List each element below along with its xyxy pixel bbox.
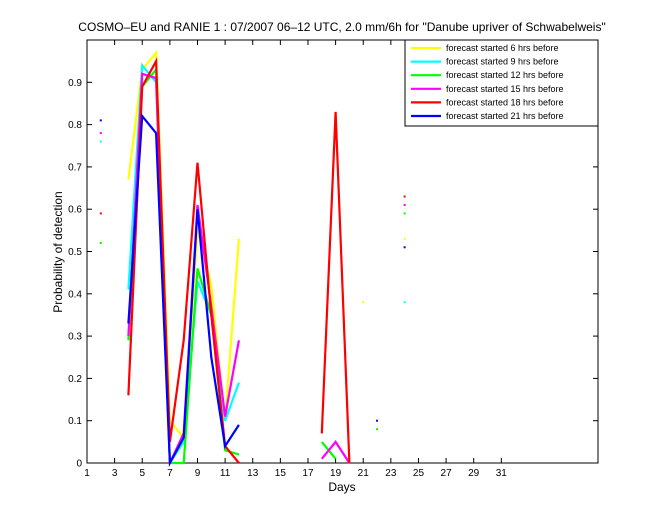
data-point bbox=[99, 119, 102, 122]
series-line bbox=[320, 440, 351, 464]
x-tick-label: 27 bbox=[441, 468, 453, 479]
data-point bbox=[403, 237, 406, 240]
series-line bbox=[127, 57, 240, 464]
data-point bbox=[362, 301, 365, 304]
x-tick-label: 7 bbox=[167, 468, 173, 479]
data-point bbox=[403, 246, 406, 249]
y-tick-label: 0.4 bbox=[68, 289, 82, 300]
y-axis-label: Probability of detection bbox=[51, 191, 65, 312]
x-tick-label: 1 bbox=[84, 468, 90, 479]
x-tick-label: 21 bbox=[358, 468, 370, 479]
series-6 bbox=[99, 113, 406, 468]
x-axis-label: Days bbox=[328, 480, 355, 494]
data-point bbox=[403, 203, 406, 206]
x-tick-label: 23 bbox=[385, 468, 397, 479]
y-tick-label: 0.1 bbox=[68, 416, 82, 427]
chart-title: COSMO–EU and RANIE 1 : 07/2007 06–12 UTC… bbox=[78, 20, 605, 34]
x-tick-label: 19 bbox=[330, 468, 342, 479]
y-tick-label: 0.2 bbox=[68, 374, 82, 385]
y-tick-label: 0.6 bbox=[68, 205, 82, 216]
series-line bbox=[320, 111, 351, 464]
series-5 bbox=[99, 57, 406, 464]
x-tick-label: 5 bbox=[139, 468, 145, 479]
legend-label: forecast started 6 hrs before bbox=[446, 43, 559, 53]
series-line bbox=[127, 113, 240, 468]
axis-ticks: 1 3 5 7 9 11 13 15 17 19 21 23 25 27 29 3100.10.20.30.4… bbox=[68, 40, 598, 479]
data-point bbox=[403, 195, 406, 198]
legend: forecast started 6 hrs before forecast st… bbox=[404, 39, 599, 127]
x-tick-label: 11 bbox=[220, 468, 231, 479]
data-point bbox=[403, 301, 406, 304]
y-tick-label: 0.5 bbox=[68, 247, 82, 258]
y-tick-label: 0.9 bbox=[68, 78, 82, 89]
data-point bbox=[403, 212, 406, 215]
legend-box bbox=[404, 39, 599, 127]
x-tick-label: 17 bbox=[302, 468, 314, 479]
data-point bbox=[99, 132, 102, 135]
x-tick-label: 25 bbox=[413, 468, 425, 479]
legend-label: forecast started 15 hrs before bbox=[446, 84, 564, 94]
legend-label: forecast started 12 hrs before bbox=[446, 70, 564, 80]
data-point bbox=[376, 419, 379, 422]
series-layer bbox=[99, 49, 475, 468]
data-point bbox=[99, 242, 102, 245]
y-tick-label: 0.7 bbox=[68, 162, 82, 173]
data-point bbox=[99, 140, 102, 143]
data-point bbox=[376, 428, 379, 431]
x-tick-label: 15 bbox=[275, 468, 287, 479]
legend-label: forecast started 21 hrs before bbox=[446, 111, 564, 121]
y-tick-label: 0.3 bbox=[68, 332, 82, 343]
x-tick-label: 3 bbox=[112, 468, 118, 479]
x-tick-label: 13 bbox=[247, 468, 259, 479]
y-tick-label: 0.8 bbox=[68, 120, 82, 131]
x-tick-label: 9 bbox=[195, 468, 201, 479]
x-tick-label: 29 bbox=[468, 468, 480, 479]
legend-label: forecast started 9 hrs before bbox=[446, 57, 559, 67]
y-tick-label: 0 bbox=[76, 459, 82, 470]
legend-label: forecast started 18 hrs before bbox=[446, 97, 564, 107]
data-point bbox=[99, 212, 102, 215]
x-tick-label: 31 bbox=[496, 468, 508, 479]
